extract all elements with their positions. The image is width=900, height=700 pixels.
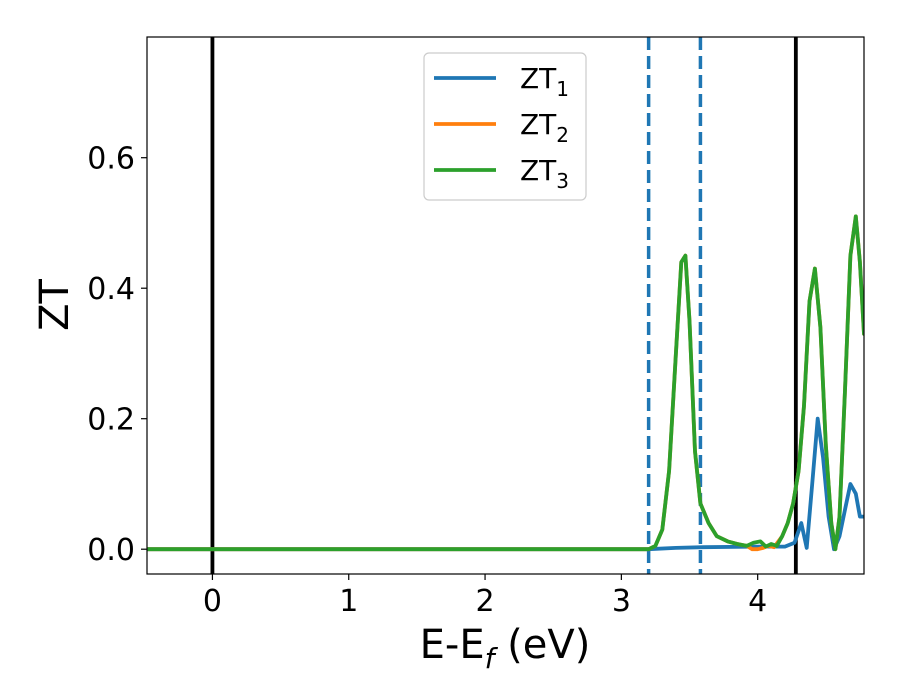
series-line-zt3 [147,214,864,552]
y-tick-label: 0.4 [87,272,135,307]
y-tick-label: 0.2 [87,403,135,438]
y-axis-label: ZT [32,279,78,331]
y-axis-ticks: 0.0 0.2 0.4 0.6 [87,142,147,568]
legend-label-zt3: ZT3 [520,154,569,193]
series-line-zt1 [147,416,864,552]
x-tick-label: 4 [748,584,767,619]
plot-frame [146,36,865,575]
series-lines [147,214,864,552]
legend-box [423,52,587,201]
y-tick-label: 0.0 [87,533,135,568]
x-tick-label: 1 [339,584,358,619]
legend-label-zt1: ZT1 [520,62,569,101]
x-axis-ticks: 0 1 2 3 4 [203,574,767,619]
legend-label-zt2: ZT2 [520,108,569,147]
x-tick-label: 0 [203,584,222,619]
legend: ZT1 ZT2 ZT3 [423,52,587,201]
x-tick-label: 2 [476,584,495,619]
x-tick-label: 3 [612,584,631,619]
y-tick-label: 0.6 [87,142,135,177]
x-axis-label: E-Ef (eV) [420,622,591,675]
